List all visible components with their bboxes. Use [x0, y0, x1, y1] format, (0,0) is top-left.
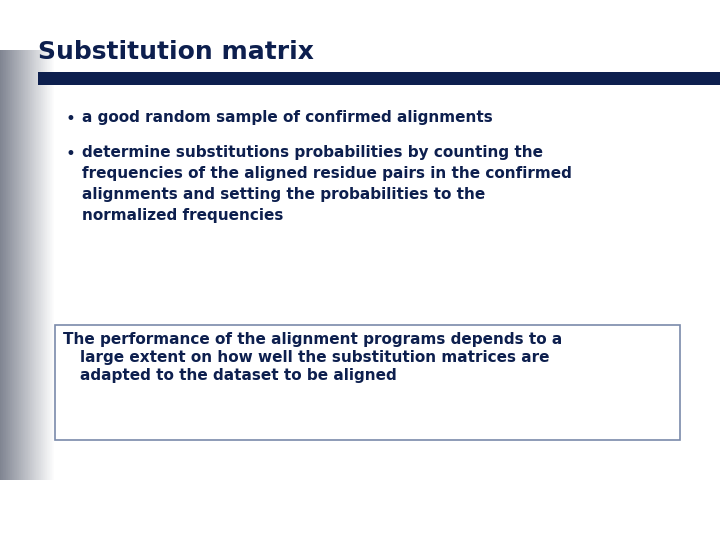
Bar [26, 50, 27, 480]
Bar [33, 50, 34, 480]
Bar [38, 72, 720, 85]
Text: a good random sample of confirmed alignments: a good random sample of confirmed alignm… [82, 110, 492, 125]
Bar [42, 50, 43, 480]
Bar [27, 50, 28, 480]
Bar [3, 50, 4, 480]
Bar [8, 50, 9, 480]
Bar [21, 50, 22, 480]
Bar [15, 50, 17, 480]
Text: Substitution matrix: Substitution matrix [38, 40, 314, 64]
Bar [6, 50, 7, 480]
Text: determine substitutions probabilities by counting the
frequencies of the aligned: determine substitutions probabilities by… [82, 145, 572, 223]
Bar [9, 50, 11, 480]
Bar [29, 50, 30, 480]
Bar [30, 50, 32, 480]
Bar [10, 50, 12, 480]
Bar [50, 50, 51, 480]
Bar [27, 50, 29, 480]
Bar [1, 50, 2, 480]
Bar [48, 50, 49, 480]
Bar [17, 50, 18, 480]
Bar [19, 50, 20, 480]
Bar [55, 325, 680, 440]
Bar [30, 50, 31, 480]
Bar [0, 50, 1, 480]
Bar [28, 50, 30, 480]
Bar [41, 50, 42, 480]
Bar [45, 50, 46, 480]
Bar [14, 50, 15, 480]
Bar [7, 50, 8, 480]
Bar [35, 50, 36, 480]
Bar [25, 50, 27, 480]
Bar [5, 50, 6, 480]
Bar [12, 50, 14, 480]
Bar [37, 50, 38, 480]
Bar [52, 50, 53, 480]
Bar [32, 50, 34, 480]
Bar [14, 50, 16, 480]
Bar [24, 50, 25, 480]
Bar [54, 50, 55, 480]
Bar [45, 50, 47, 480]
Bar [31, 50, 32, 480]
Bar [32, 50, 33, 480]
Bar [46, 50, 48, 480]
Bar [9, 50, 10, 480]
Bar [23, 50, 24, 480]
Bar [2, 50, 4, 480]
Bar [34, 50, 35, 480]
Bar [47, 50, 48, 480]
Bar [39, 50, 40, 480]
Bar [40, 50, 41, 480]
Bar [24, 50, 26, 480]
Bar [1, 50, 3, 480]
Bar [13, 50, 14, 480]
Bar [38, 50, 40, 480]
Text: •: • [65, 145, 75, 163]
Bar [48, 50, 49, 480]
Text: adapted to the dataset to be aligned: adapted to the dataset to be aligned [80, 368, 397, 383]
Bar [53, 50, 54, 480]
Bar [53, 50, 55, 480]
Text: •: • [65, 110, 75, 128]
Bar [20, 50, 21, 480]
Bar [16, 50, 17, 480]
Bar [51, 50, 52, 480]
Bar [4, 50, 5, 480]
Text: large extent on how well the substitution matrices are: large extent on how well the substitutio… [80, 350, 549, 365]
Text: The performance of the alignment programs depends to a: The performance of the alignment program… [63, 332, 562, 347]
Bar [8, 50, 9, 480]
Bar [18, 50, 19, 480]
Bar [49, 50, 50, 480]
Bar [36, 50, 37, 480]
Bar [40, 50, 42, 480]
Bar [42, 50, 44, 480]
Bar [23, 50, 24, 480]
Bar [11, 50, 12, 480]
Bar [43, 50, 45, 480]
Bar [12, 50, 13, 480]
Bar [38, 50, 39, 480]
Bar [22, 50, 23, 480]
Bar [17, 50, 19, 480]
Bar [44, 50, 45, 480]
